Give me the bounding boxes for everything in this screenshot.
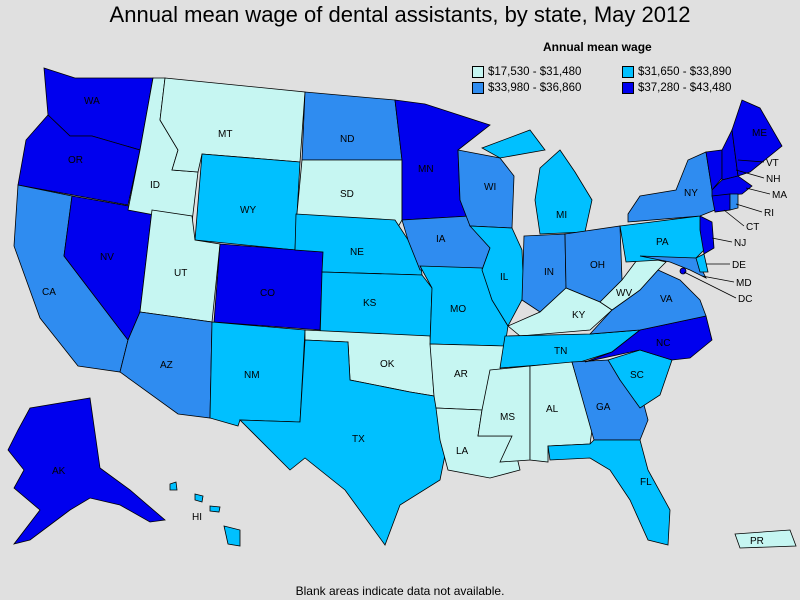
state-wv[interactable] — [599, 255, 667, 311]
callout-lines — [683, 159, 771, 299]
state-label-wi: WI — [484, 182, 496, 193]
state-label-me: ME — [752, 128, 767, 139]
legend-item: $31,650 - $33,890 — [622, 66, 731, 78]
state-label-mo: MO — [450, 304, 466, 315]
state-pa[interactable] — [619, 215, 707, 263]
legend-label: $17,530 - $31,480 — [488, 66, 582, 78]
state-mi[interactable] — [481, 129, 593, 235]
state-ct[interactable] — [711, 193, 731, 213]
state-label-tx: TX — [352, 434, 365, 445]
state-label-va: VA — [660, 294, 673, 305]
state-tx[interactable] — [239, 339, 449, 546]
state-label-ar: AR — [454, 369, 468, 380]
state-label-nc: NC — [656, 338, 670, 349]
state-label-az: AZ — [160, 360, 173, 371]
state-label-ks: KS — [363, 298, 377, 309]
state-co[interactable] — [213, 243, 324, 331]
state-label-mi: MI — [556, 210, 567, 221]
state-label-ut: UT — [174, 268, 187, 279]
state-label-sd: SD — [340, 189, 354, 200]
legend-title: Annual mean wage — [543, 40, 652, 54]
state-label-nm: NM — [244, 370, 260, 381]
state-label-fl: FL — [640, 477, 652, 488]
state-de[interactable] — [695, 253, 709, 273]
state-label-ms: MS — [500, 412, 515, 423]
state-label-co: CO — [260, 288, 275, 299]
state-label-al: AL — [546, 404, 559, 415]
state-label-ak: AK — [52, 466, 66, 477]
legend-swatch — [472, 82, 484, 94]
state-label-id: ID — [150, 180, 160, 191]
legend-item: $33,980 - $36,860 — [472, 82, 581, 94]
state-wy[interactable] — [194, 153, 301, 251]
state-label-ri: RI — [764, 208, 774, 219]
legend-label: $33,980 - $36,860 — [488, 82, 582, 94]
state-dc[interactable] — [679, 267, 687, 275]
legend-swatch — [622, 66, 634, 78]
state-fl[interactable] — [547, 439, 671, 546]
state-label-la: LA — [456, 446, 469, 457]
state-label-in: IN — [544, 267, 554, 278]
state-hi[interactable] — [169, 481, 241, 547]
state-label-ok: OK — [380, 359, 395, 370]
state-mt[interactable] — [159, 77, 306, 173]
state-label-nd: ND — [340, 134, 354, 145]
state-label-ga: GA — [596, 402, 611, 413]
state-label-dc: DC — [738, 294, 752, 305]
state-label-il: IL — [500, 272, 509, 283]
legend-swatch — [622, 82, 634, 94]
state-label-de: DE — [732, 260, 746, 271]
state-nd[interactable] — [301, 91, 403, 161]
state-label-ca: CA — [42, 287, 56, 298]
state-label-or: OR — [68, 155, 83, 166]
state-ny[interactable] — [627, 151, 716, 223]
footnote: Blank areas indicate data not available. — [295, 584, 505, 598]
state-label-ky: KY — [572, 310, 586, 321]
state-ri[interactable] — [729, 193, 739, 211]
state-label-hi: HI — [192, 512, 202, 523]
state-label-sc: SC — [630, 370, 644, 381]
state-label-mt: MT — [218, 129, 232, 140]
state-label-ia: IA — [436, 234, 446, 245]
state-label-wy: WY — [240, 205, 256, 216]
state-label-mn: MN — [418, 164, 434, 175]
state-label-ny: NY — [684, 188, 698, 199]
state-ak[interactable] — [7, 397, 166, 545]
state-label-wa: WA — [84, 96, 100, 107]
state-label-nv: NV — [100, 252, 114, 263]
state-or[interactable] — [17, 114, 141, 206]
state-label-nh: NH — [766, 174, 780, 185]
state-pr[interactable] — [734, 529, 797, 549]
state-label-ct: CT — [746, 222, 759, 233]
legend-label: $37,280 - $43,480 — [638, 82, 732, 94]
state-label-pa: PA — [656, 237, 669, 248]
legend-label: $31,650 - $33,890 — [638, 66, 732, 78]
state-labels: WA OR CA NV ID MT WY UT CO AZ NM ND SD N… — [42, 96, 787, 547]
map-title: Annual mean wage of dental assistants, b… — [109, 2, 691, 27]
state-label-tn: TN — [554, 346, 567, 357]
state-label-pr: PR — [750, 536, 764, 547]
state-label-ma: MA — [772, 190, 787, 201]
legend-item: $17,530 - $31,480 — [472, 66, 581, 78]
state-md[interactable] — [639, 255, 707, 279]
state-label-md: MD — [736, 278, 752, 289]
state-label-vt: VT — [766, 158, 779, 169]
legend-item: $37,280 - $43,480 — [622, 82, 731, 94]
state-label-oh: OH — [590, 260, 605, 271]
state-label-nj: NJ — [734, 238, 746, 249]
state-label-ne: NE — [350, 247, 364, 258]
legend-swatch — [472, 66, 484, 78]
state-label-wv: WV — [616, 288, 632, 299]
state-nj[interactable] — [699, 215, 715, 255]
